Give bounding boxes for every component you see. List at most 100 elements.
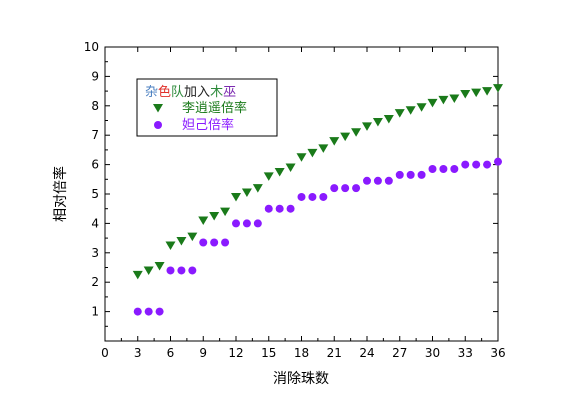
x-tick-label: 0 [101, 346, 109, 360]
x-tick-label: 21 [327, 346, 342, 360]
data-markers [132, 84, 503, 316]
y-tick-label: 2 [91, 275, 99, 289]
data-point [253, 219, 262, 228]
data-point [307, 148, 318, 158]
data-point [232, 219, 240, 228]
legend-entry: 妲己倍率 [154, 117, 234, 133]
legend-title-part: 木 [210, 85, 223, 100]
data-point [252, 184, 263, 193]
x-tick-label: 36 [490, 346, 505, 360]
data-point [264, 204, 273, 213]
legend-title: 杂色队加入木巫 [145, 84, 236, 100]
x-tick-label: 6 [167, 346, 175, 360]
data-point [483, 160, 492, 169]
data-point [450, 165, 459, 174]
data-point [461, 160, 470, 169]
legend-entry-label: 李逍遥倍率 [182, 100, 247, 116]
x-tick-label: 18 [294, 346, 309, 360]
data-point [154, 262, 165, 271]
data-point [241, 188, 252, 198]
data-point [362, 122, 372, 131]
data-point [340, 132, 351, 142]
data-point [438, 95, 449, 105]
data-point [166, 266, 175, 275]
legend-title-part: 加入 [184, 85, 210, 100]
data-point [352, 184, 361, 193]
data-point [351, 128, 362, 137]
data-point [274, 167, 285, 177]
y-tick-label: 10 [84, 40, 99, 54]
y-axis-ticks: 1 2 3 4 5 6 7 8 9 10 [84, 40, 498, 327]
data-point [373, 176, 382, 185]
x-axis-ticks: 0 3 6 9 12 15 18 21 24 27 30 33 36 [101, 47, 506, 360]
data-point [263, 172, 274, 181]
data-point [220, 207, 231, 217]
data-point [275, 204, 284, 213]
data-point [330, 184, 339, 193]
series-2-markers [133, 157, 502, 316]
data-point [439, 165, 448, 174]
data-point [285, 163, 296, 173]
data-point [187, 232, 198, 242]
data-point [176, 237, 187, 246]
data-point [308, 192, 317, 201]
data-point [319, 192, 328, 201]
data-point [471, 88, 482, 98]
x-axis-title: 消除珠数 [273, 371, 329, 387]
data-point [363, 176, 371, 185]
y-tick-label: 6 [91, 158, 99, 172]
data-point [297, 192, 306, 201]
data-point [472, 160, 481, 169]
data-point [165, 241, 176, 250]
x-tick-label: 9 [199, 346, 207, 360]
legend-title-part: 巫 [223, 85, 236, 100]
y-tick-label: 7 [91, 128, 99, 142]
x-tick-label: 27 [392, 346, 407, 360]
data-point [341, 184, 350, 193]
x-tick-label: 12 [228, 346, 243, 360]
legend-marker [153, 104, 163, 113]
x-tick-label: 15 [261, 346, 276, 360]
data-point [144, 307, 153, 316]
data-point [428, 165, 437, 174]
data-point [177, 266, 186, 275]
data-point [494, 157, 502, 166]
data-point [221, 238, 230, 247]
y-tick-label: 5 [91, 187, 99, 201]
x-tick-label: 3 [134, 346, 142, 360]
legend-title-part: 杂 [145, 85, 158, 100]
data-point [383, 115, 394, 124]
data-point [482, 87, 493, 96]
data-point [242, 219, 251, 228]
data-point [296, 153, 307, 162]
data-point [199, 238, 208, 247]
data-point [394, 109, 405, 118]
y-tick-label: 3 [91, 246, 99, 260]
data-point [155, 307, 164, 316]
data-point [416, 103, 427, 112]
legend-title-part: 色 [158, 84, 171, 100]
data-point [427, 98, 438, 108]
data-point [417, 170, 426, 179]
x-tick-label: 30 [425, 346, 440, 360]
data-point [231, 192, 241, 202]
data-point [198, 216, 209, 225]
data-point [406, 170, 415, 179]
series-1-markers [132, 84, 503, 280]
data-point [133, 307, 142, 316]
data-point [384, 176, 393, 185]
x-tick-label: 24 [359, 346, 374, 360]
legend-title-part: 队 [171, 85, 184, 100]
data-point [405, 106, 416, 115]
data-point [188, 266, 197, 275]
data-point [329, 137, 340, 146]
y-tick-label: 8 [91, 99, 99, 113]
data-point [460, 90, 471, 99]
data-point [449, 94, 460, 103]
data-point [395, 170, 404, 179]
data-point [143, 266, 154, 275]
data-point [372, 117, 383, 127]
y-tick-label: 1 [91, 305, 99, 319]
